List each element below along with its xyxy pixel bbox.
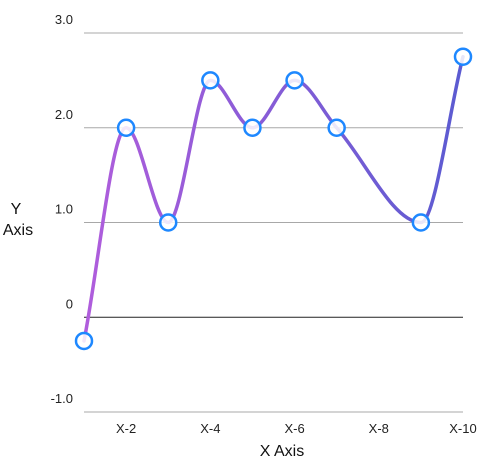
data-point — [201, 71, 220, 90]
x-tick-label: X-10 — [449, 421, 476, 436]
data-points — [74, 47, 473, 351]
x-tick-label: X-6 — [284, 421, 304, 436]
x-tick-label: X-8 — [369, 421, 389, 436]
data-point — [285, 71, 304, 90]
data-point — [243, 118, 262, 137]
x-axis-title: X Axis — [260, 443, 304, 460]
data-point — [74, 331, 94, 351]
y-axis-ticks: 3.0 2.0 1.0 0 -1.0 — [51, 12, 73, 406]
y-tick-label: 0 — [66, 296, 73, 311]
series-line — [82, 54, 465, 343]
data-point — [116, 118, 136, 137]
x-axis-ticks: X-2 X-4 X-6 X-8 X-10 — [116, 421, 477, 436]
y-tick-label: 3.0 — [55, 12, 73, 27]
x-tick-label: X-4 — [200, 421, 220, 436]
y-axis-title: Y Axis — [3, 201, 33, 239]
y-tick-label: 1.0 — [55, 202, 73, 217]
data-point — [327, 118, 346, 137]
y-tick-label: 2.0 — [55, 107, 73, 122]
y-tick-label: -1.0 — [51, 391, 73, 406]
data-point — [411, 213, 431, 232]
data-point — [453, 47, 473, 66]
x-tick-label: X-2 — [116, 421, 136, 436]
data-point — [158, 213, 178, 232]
gridlines — [84, 32, 463, 413]
